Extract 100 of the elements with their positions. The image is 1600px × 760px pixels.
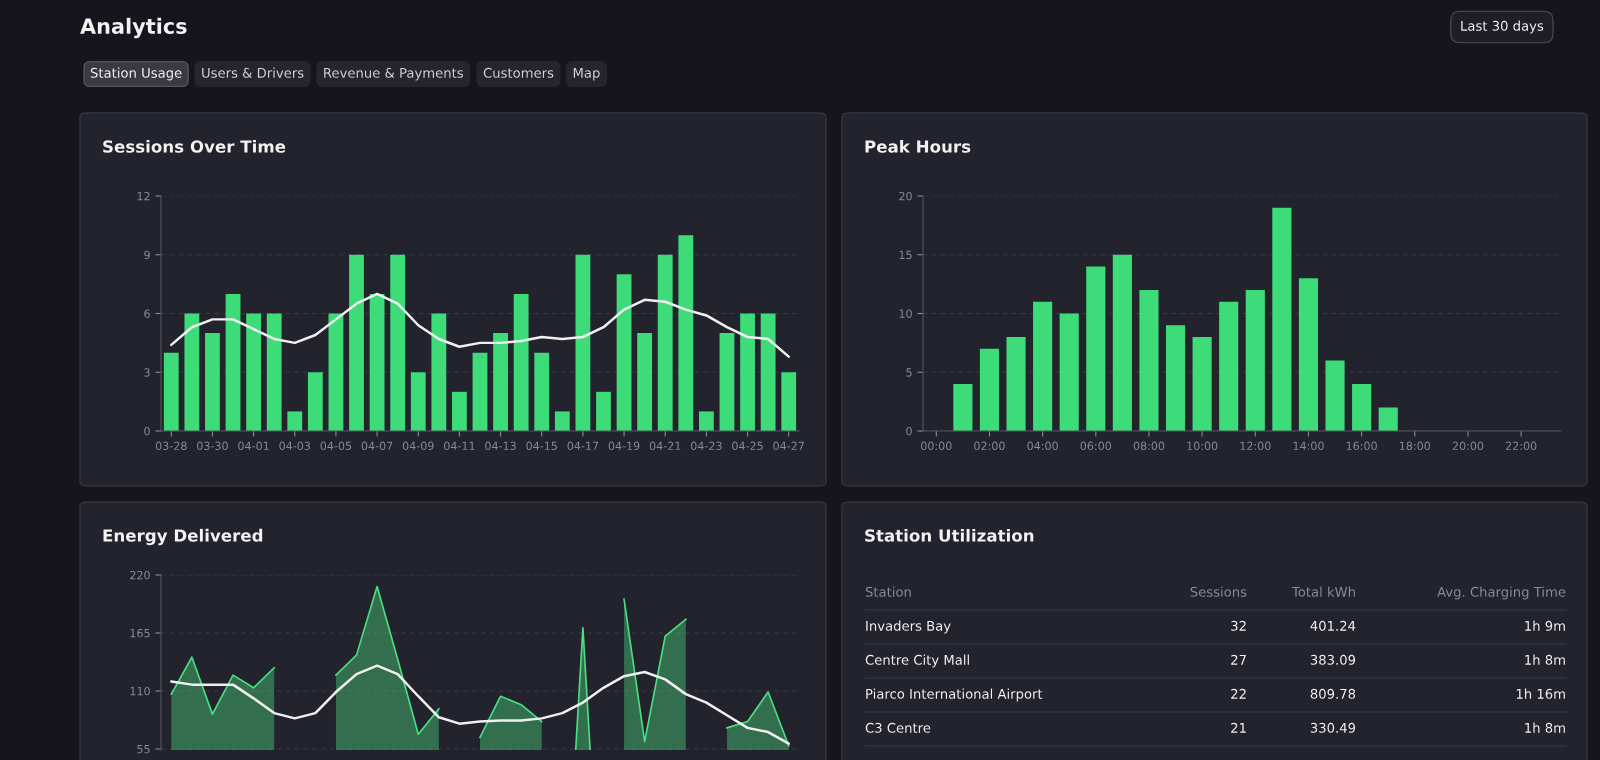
x-tick-label: 04-07 [361,441,393,451]
bar [534,352,550,431]
text: Total kWh [1291,586,1355,597]
x-tick-label: 04-21 [649,441,681,451]
bar [637,333,653,431]
bar [328,313,344,431]
text: 1h 16m [1516,688,1565,699]
bar [1033,301,1053,431]
bar [184,313,200,431]
x-tick-label: 04:00 [1027,441,1058,451]
y-tick-label: 165 [130,628,150,638]
x-tick-label: 04-19 [608,441,640,451]
bar [1086,266,1106,431]
x-tick-label: 08:00 [1133,441,1165,451]
bar [781,372,797,431]
text: Centre City Mall [865,654,969,668]
x-tick-label: 04-13 [485,441,516,451]
text: Station Utilization [865,528,1034,542]
bar [616,274,632,431]
bar [1192,337,1212,431]
y-tick-label: 0 [144,426,150,436]
text: Sessions [1190,586,1247,597]
text: Station [865,586,911,597]
bar [979,348,1000,431]
x-tick-label: 04-27 [773,441,804,451]
bar [1219,301,1239,431]
x-tick-label: 18:00 [1400,441,1431,451]
x-tick-label: 04-09 [402,441,434,451]
bar [513,293,529,431]
line-series [170,292,790,358]
x-tick-label: 03-28 [155,441,187,451]
bar [163,352,179,431]
bar [1006,337,1026,431]
x-tick-label: 04-01 [238,441,269,451]
y-tick-label: 0 [906,426,912,436]
text: 401.24 [1310,620,1356,631]
text: 383.09 [1310,654,1356,665]
bar [575,254,591,431]
chart-title: Peak Hours [865,139,971,153]
bar [554,411,570,431]
bar [246,313,262,431]
y-tick-label: 15 [899,250,912,260]
text: 32 [1231,620,1246,631]
bar [225,293,241,431]
bar [205,333,220,431]
bar [698,411,714,431]
y-tick-label: 9 [144,250,150,260]
bar [452,391,467,431]
text: Revenue & Payments [324,67,464,81]
bar [390,254,406,431]
x-tick-label: 04-25 [732,441,763,451]
text: Customers [483,67,554,78]
y-tick-label: 220 [130,570,150,580]
bar [596,391,611,431]
bar [1325,360,1345,431]
text: Map [573,68,600,81]
x-tick-label: 10:00 [1187,441,1218,451]
chart-title: Energy Delivered [103,528,263,546]
bar [493,333,508,431]
y-tick-label: 20 [899,191,912,201]
bar [1245,290,1265,431]
text: Last 30 days [1461,20,1544,34]
x-tick-label: 20:00 [1452,441,1484,451]
y-tick-label: 10 [899,309,912,318]
bar [1139,290,1159,431]
bar [1378,407,1398,431]
text: 1h 8m [1525,654,1565,665]
bar [266,313,282,431]
bar [472,352,488,431]
y-tick-label: 12 [137,191,150,201]
x-tick-label: 16:00 [1346,441,1377,451]
y-tick-label: 6 [144,309,150,318]
x-tick-label: 04-03 [279,441,311,451]
text: Users & Drivers [202,67,304,78]
bar [1298,278,1319,431]
bar [760,313,776,431]
x-tick-label: 04-23 [690,441,722,451]
bar [719,333,735,431]
bar [307,372,323,431]
text: 809.78 [1310,688,1356,699]
x-tick-label: 22:00 [1505,441,1537,451]
text: 22 [1231,688,1246,699]
y-tick-label: 5 [906,368,912,377]
bar [953,384,973,431]
bar [369,293,385,431]
bar [1272,207,1292,431]
text: 1h 8m [1525,722,1565,733]
bar [657,254,673,431]
x-tick-label: 04-05 [320,441,352,451]
x-tick-label: 04-11 [444,441,475,451]
text: 1h 9m [1525,620,1565,631]
x-tick-label: 03-30 [197,441,228,451]
text: Avg. Charging Time [1437,586,1566,600]
bar [431,313,447,431]
line-series [170,664,790,745]
x-tick-label: 02:00 [974,441,1005,451]
bar [1059,313,1079,431]
text: 27 [1231,654,1246,665]
bar [1352,384,1372,431]
text: Invaders Bay [866,620,951,634]
